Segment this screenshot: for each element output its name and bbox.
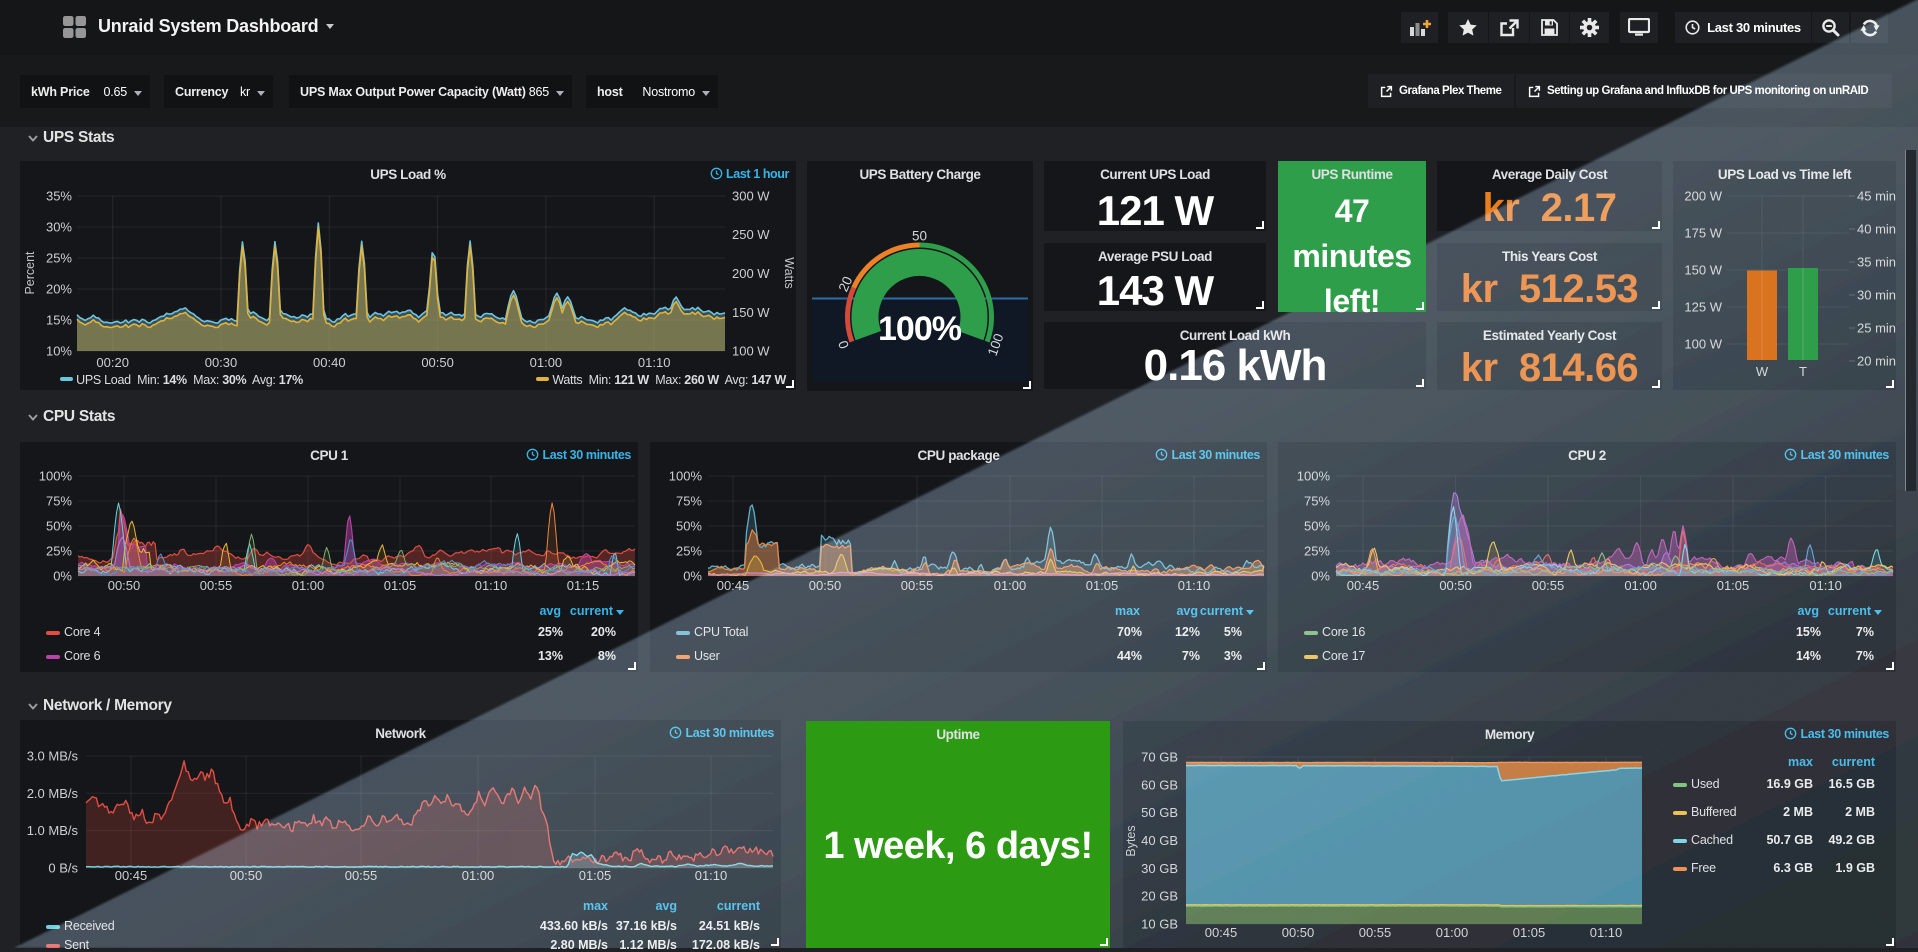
svg-text:300 W: 300 W	[732, 189, 770, 204]
svg-text:00:55: 00:55	[901, 578, 934, 593]
svg-text:00:45: 00:45	[1347, 578, 1380, 593]
svg-text:00:50: 00:50	[108, 578, 141, 593]
svg-text:01:10: 01:10	[638, 355, 671, 370]
svg-text:25%: 25%	[676, 544, 702, 559]
svg-text:75%: 75%	[46, 494, 72, 509]
svg-text:75%: 75%	[676, 494, 702, 509]
svg-text:200 W: 200 W	[732, 266, 770, 281]
svg-text:01:10: 01:10	[1590, 925, 1623, 940]
svg-text:01:00: 01:00	[462, 868, 495, 883]
svg-text:0%: 0%	[683, 569, 702, 584]
svg-text:01:15: 01:15	[567, 578, 600, 593]
svg-text:40 GB: 40 GB	[1141, 833, 1178, 848]
svg-text:0 B/s: 0 B/s	[48, 861, 78, 876]
svg-text:00:50: 00:50	[230, 868, 263, 883]
svg-text:Watts: Watts	[782, 257, 796, 288]
svg-text:0%: 0%	[53, 569, 72, 584]
svg-text:01:10: 01:10	[475, 578, 508, 593]
svg-text:01:00: 01:00	[292, 578, 325, 593]
svg-text:00:50: 00:50	[421, 355, 454, 370]
svg-text:00:55: 00:55	[345, 868, 378, 883]
svg-text:00:50: 00:50	[1282, 925, 1315, 940]
svg-text:30%: 30%	[46, 220, 72, 235]
svg-text:100%: 100%	[39, 469, 73, 484]
svg-text:150 W: 150 W	[732, 305, 770, 320]
svg-text:50%: 50%	[1304, 519, 1330, 534]
svg-text:1.0 MB/s: 1.0 MB/s	[27, 823, 79, 838]
svg-text:00:30: 00:30	[205, 355, 238, 370]
svg-text:01:05: 01:05	[579, 868, 612, 883]
svg-text:00:55: 00:55	[200, 578, 233, 593]
svg-text:10 GB: 10 GB	[1141, 917, 1178, 932]
svg-text:Bytes: Bytes	[1124, 825, 1138, 856]
svg-text:100 W: 100 W	[732, 344, 770, 359]
svg-text:00:50: 00:50	[809, 578, 842, 593]
svg-text:25%: 25%	[46, 544, 72, 559]
svg-text:01:00: 01:00	[530, 355, 563, 370]
svg-text:100%: 100%	[878, 310, 962, 348]
svg-text:50%: 50%	[676, 519, 702, 534]
svg-text:00:45: 00:45	[115, 868, 148, 883]
svg-text:01:00: 01:00	[1436, 925, 1469, 940]
svg-text:01:05: 01:05	[1086, 578, 1119, 593]
svg-text:20 GB: 20 GB	[1141, 889, 1178, 904]
svg-text:01:05: 01:05	[1717, 578, 1750, 593]
svg-text:70 GB: 70 GB	[1141, 750, 1178, 765]
svg-text:00:20: 00:20	[96, 355, 129, 370]
svg-text:00:55: 00:55	[1359, 925, 1392, 940]
svg-text:50 GB: 50 GB	[1141, 805, 1178, 820]
svg-text:50: 50	[912, 229, 927, 244]
svg-text:01:10: 01:10	[695, 868, 728, 883]
svg-text:01:00: 01:00	[1624, 578, 1657, 593]
svg-text:15%: 15%	[46, 313, 72, 328]
svg-text:Percent: Percent	[23, 251, 37, 295]
svg-text:30 GB: 30 GB	[1141, 861, 1178, 876]
svg-text:01:10: 01:10	[1809, 578, 1842, 593]
svg-text:35%: 35%	[46, 189, 72, 204]
svg-text:25%: 25%	[46, 251, 72, 266]
svg-text:10%: 10%	[46, 344, 72, 359]
svg-text:01:05: 01:05	[384, 578, 417, 593]
svg-text:00:45: 00:45	[1205, 925, 1238, 940]
svg-text:25%: 25%	[1304, 544, 1330, 559]
svg-text:00:55: 00:55	[1532, 578, 1565, 593]
svg-text:01:00: 01:00	[994, 578, 1027, 593]
svg-text:3.0 MB/s: 3.0 MB/s	[27, 749, 79, 764]
svg-text:2.0 MB/s: 2.0 MB/s	[27, 786, 79, 801]
svg-text:0%: 0%	[1311, 569, 1330, 584]
svg-text:01:10: 01:10	[1178, 578, 1211, 593]
svg-text:100%: 100%	[1297, 469, 1331, 484]
svg-text:00:40: 00:40	[313, 355, 346, 370]
svg-text:00:50: 00:50	[1439, 578, 1472, 593]
svg-text:01:05: 01:05	[1513, 925, 1546, 940]
svg-text:20%: 20%	[46, 282, 72, 297]
svg-text:60 GB: 60 GB	[1141, 777, 1178, 792]
svg-text:100%: 100%	[669, 469, 703, 484]
svg-text:00:45: 00:45	[717, 578, 750, 593]
svg-text:50%: 50%	[46, 519, 72, 534]
svg-text:75%: 75%	[1304, 494, 1330, 509]
svg-text:250 W: 250 W	[732, 227, 770, 242]
